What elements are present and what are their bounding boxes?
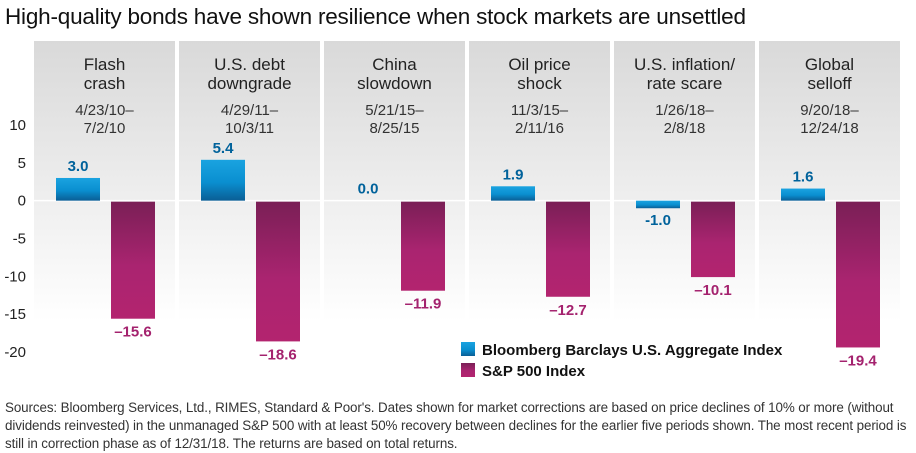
data-label-bond: 1.6 <box>793 169 814 186</box>
bar-bond <box>56 177 100 201</box>
data-label-sp500: –11.9 <box>405 296 442 313</box>
bar-sp500 <box>691 201 735 278</box>
bar-bond <box>491 186 535 201</box>
category-date-start: 4/23/10– <box>75 102 134 119</box>
category-title-line2: shock <box>517 74 562 93</box>
category-title-line2: selloff <box>807 74 851 93</box>
data-label-bond: 0.0 <box>358 181 379 198</box>
data-label-bond: -1.0 <box>645 212 671 229</box>
data-label-bond: 1.9 <box>503 166 524 183</box>
legend-swatch-sp <box>461 363 475 377</box>
category-date-start: 11/3/15– <box>511 102 569 119</box>
category-date-end: 8/25/15 <box>369 120 419 137</box>
bar-sp500 <box>111 201 155 319</box>
legend-label-bond: Bloomberg Barclays U.S. Aggregate Index <box>482 342 783 359</box>
bar-sp500 <box>256 201 300 342</box>
bar-bond <box>636 200 680 209</box>
data-label-bond: 5.4 <box>213 140 235 157</box>
category-title-line1: Oil price <box>508 55 570 74</box>
category-date-end: 2/11/16 <box>515 120 564 137</box>
category-title-line1: China <box>372 55 417 74</box>
bar-sp500 <box>401 201 445 291</box>
category-date-end: 2/8/18 <box>664 120 706 137</box>
category-date-end: 10/3/11 <box>225 120 274 137</box>
category-title-line2: rate scare <box>647 74 723 93</box>
category-title-line1: U.S. inflation/ <box>634 55 735 74</box>
bar-sp500 <box>836 201 880 348</box>
category-title-line1: U.S. debt <box>214 55 285 74</box>
footnote: Sources: Bloomberg Services, Ltd., RIMES… <box>5 400 907 451</box>
data-label-sp500: –15.6 <box>114 324 152 341</box>
y-tick-label: -10 <box>4 268 26 285</box>
category-title-line1: Global <box>805 55 854 74</box>
category-title-line2: crash <box>84 74 126 93</box>
y-tick-label: 5 <box>18 155 26 172</box>
bar-bond <box>201 159 245 201</box>
y-tick-label: 10 <box>9 117 26 134</box>
y-tick-label: -15 <box>4 306 26 323</box>
category-date-start: 4/29/11– <box>221 102 279 119</box>
y-tick-label: -5 <box>13 231 26 248</box>
data-label-sp500: –10.1 <box>694 282 732 299</box>
bar-bond <box>781 188 825 201</box>
data-label-sp500: –19.4 <box>839 352 877 369</box>
category-date-start: 1/26/18– <box>655 102 714 119</box>
data-label-sp500: –18.6 <box>259 346 297 363</box>
category-date-start: 5/21/15– <box>365 102 424 119</box>
legend-label-sp: S&P 500 Index <box>482 363 586 380</box>
category-date-end: 12/24/18 <box>800 120 858 137</box>
legend: Bloomberg Barclays U.S. Aggregate Index … <box>461 342 783 380</box>
category-title-line2: slowdown <box>357 74 432 93</box>
data-label-sp500: –12.7 <box>549 302 587 319</box>
category-date-start: 9/20/18– <box>800 102 859 119</box>
bar-sp500 <box>546 201 590 297</box>
data-label-bond: 3.0 <box>68 158 89 175</box>
category-date-end: 7/2/10 <box>84 120 126 137</box>
y-tick-label: -20 <box>4 344 26 361</box>
category-title-line1: Flash <box>84 55 126 74</box>
chart-title: High-quality bonds have shown resilience… <box>5 4 746 29</box>
category-title-line2: downgrade <box>207 74 291 93</box>
y-tick-label: 0 <box>18 193 26 210</box>
legend-swatch-bond <box>461 342 475 356</box>
